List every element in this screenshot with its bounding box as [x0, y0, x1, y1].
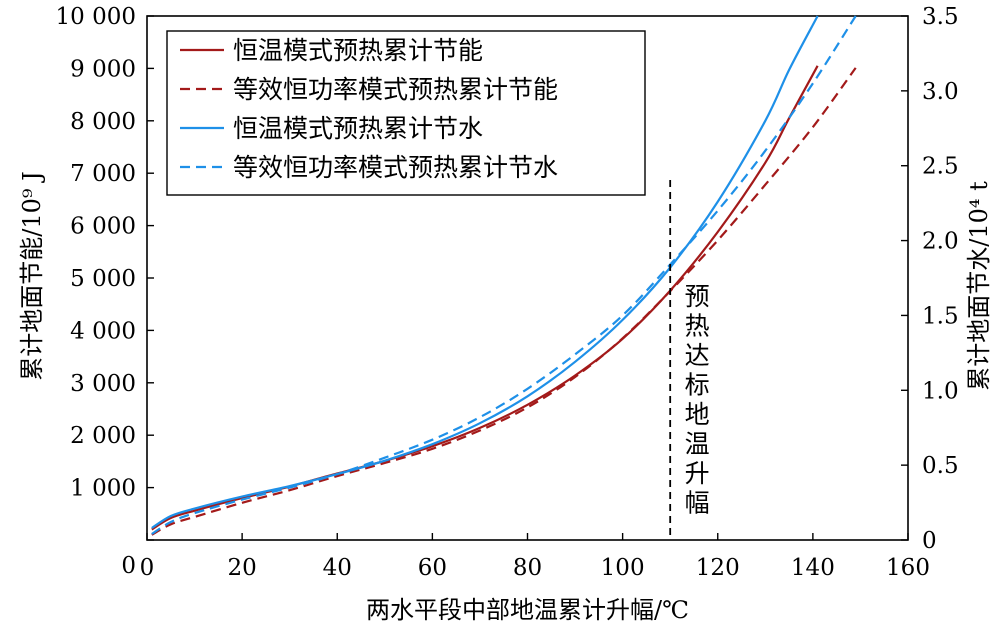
annotation-char: 幅 [685, 489, 710, 518]
x-tick-label: 60 [418, 555, 447, 581]
y-left-axis-label: 累计地面节能/10⁹ J [18, 171, 46, 381]
y-left-tick-label: 6 000 [70, 214, 136, 240]
annotation-char: 预 [685, 282, 710, 311]
annotation-char: 升 [685, 459, 710, 488]
series-line-water-constant-temp [151, 15, 819, 529]
series-line-energy-constant-temp [151, 65, 819, 531]
x-tick-label: 40 [323, 555, 352, 581]
y-right-tick-label: 2.5 [922, 154, 959, 180]
y-left-tick-label: 3 000 [70, 371, 136, 397]
y-left-tick-label: 8 000 [70, 109, 136, 135]
legend-label-water-constant-temp: 恒温模式预热累计节水 [233, 114, 483, 143]
x-tick-label: 140 [791, 555, 835, 581]
x-tick-label: 0 [140, 555, 155, 581]
legend-label-energy-constant-temp: 恒温模式预热累计节能 [233, 36, 483, 65]
series-line-energy-constant-power [151, 67, 857, 536]
x-tick-label: 20 [227, 555, 256, 581]
y-left-tick-label: 10 000 [56, 4, 136, 30]
legend-label-water-constant-power: 等效恒功率模式预热累计节水 [233, 153, 558, 182]
y-right-axis-label: 累计地面节水/10⁴ t [965, 181, 993, 391]
y-right-tick-label: 0.5 [922, 453, 959, 479]
y-right-tick-label: 2.0 [922, 229, 959, 255]
y-left-tick-label: 0 [121, 553, 136, 579]
x-tick-label: 120 [696, 555, 740, 581]
legend-label-energy-constant-power: 等效恒功率模式预热累计节能 [233, 75, 558, 104]
x-tick-label: 80 [513, 555, 542, 581]
y-right-tick-label: 0 [922, 528, 937, 554]
y-left-tick-label: 2 000 [70, 423, 136, 449]
y-left-tick-label: 9 000 [70, 56, 136, 82]
legend: 恒温模式预热累计节能等效恒功率模式预热累计节能恒温模式预热累计节水等效恒功率模式… [166, 30, 646, 196]
annotation-char: 地 [685, 400, 710, 429]
y-right-tick-label: 1.5 [922, 303, 959, 329]
annotation-char: 标 [685, 371, 710, 400]
annotation-char: 达 [685, 341, 710, 370]
y-left-tick-label: 4 000 [70, 318, 136, 344]
series-group [151, 15, 857, 536]
x-tick-label: 160 [886, 555, 930, 581]
y-right-tick-label: 3.5 [922, 4, 959, 30]
series-line-water-constant-power [151, 15, 857, 535]
y-right-tick-label: 1.0 [922, 378, 959, 404]
y-left-tick-label: 5 000 [70, 266, 136, 292]
y-right-tick-label: 3.0 [922, 79, 959, 105]
y-left-tick-label: 1 000 [70, 476, 136, 502]
x-axis-label: 两水平段中部地温累计升幅/℃ [366, 596, 689, 624]
x-tick-label: 100 [601, 555, 645, 581]
y-left-tick-label: 7 000 [70, 161, 136, 187]
annotation-char: 热 [685, 312, 710, 341]
legend-box [166, 30, 646, 196]
annotation-char: 温 [685, 430, 710, 459]
